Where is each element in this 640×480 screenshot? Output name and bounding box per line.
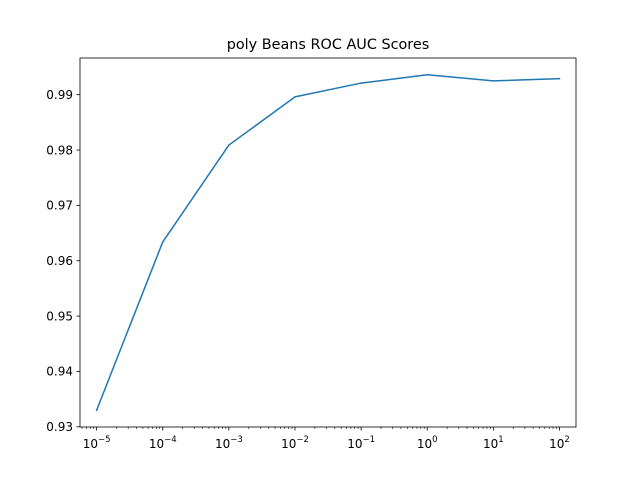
x-tick-label: 10−2 xyxy=(281,435,309,451)
series-line xyxy=(95,74,561,412)
data-point xyxy=(95,409,98,411)
y-tick-label: 0.96 xyxy=(46,254,73,268)
y-tick-label: 0.95 xyxy=(46,309,73,323)
x-tick-label: 10−4 xyxy=(149,435,177,451)
y-tick-label: 0.93 xyxy=(46,420,73,434)
data-point xyxy=(360,82,362,84)
y-tick-label: 0.98 xyxy=(46,143,73,157)
y-tick-label: 0.97 xyxy=(46,199,73,213)
data-point xyxy=(558,77,561,80)
x-tick-label: 10−1 xyxy=(347,435,375,451)
axes-area: 10−5 10−4 10−3 10−2 10−1 100 101 102 0.93 0.94 0.9… xyxy=(46,57,577,451)
plot-frame xyxy=(79,57,577,428)
data-point xyxy=(228,144,230,146)
chart-title: poly Beans ROC AUC Scores xyxy=(227,37,430,53)
x-tick-label: 102 xyxy=(549,435,570,451)
x-tick-label: 100 xyxy=(417,435,438,451)
x-tick-label: 10−3 xyxy=(215,435,243,451)
y-tick-label: 0.99 xyxy=(46,88,73,102)
data-point xyxy=(426,74,428,76)
x-tick-label: 10−5 xyxy=(83,435,111,451)
data-point xyxy=(492,80,495,82)
x-tick-label: 101 xyxy=(483,435,504,451)
data-point xyxy=(162,241,164,243)
data-point xyxy=(294,96,296,98)
y-tick-label: 0.94 xyxy=(46,365,73,379)
